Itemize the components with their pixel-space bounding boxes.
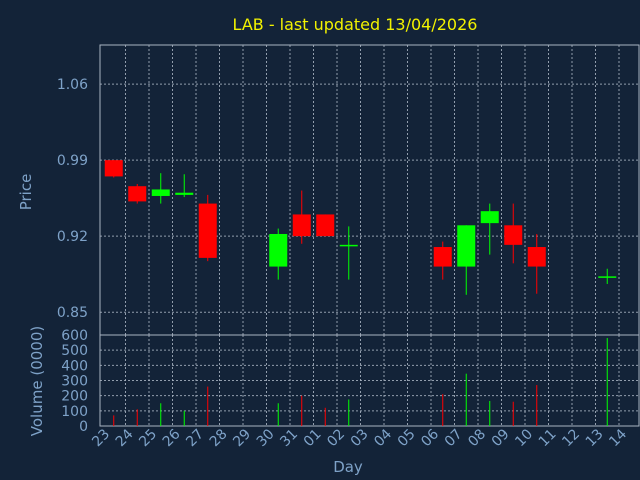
volume-tick-label: 100 [61, 404, 88, 420]
day-tick-label: 12 [559, 426, 583, 450]
candle-25 [151, 173, 170, 204]
day-tick-label: 27 [183, 426, 207, 450]
candle-body [339, 244, 358, 247]
candle-02 [339, 226, 358, 280]
candle-30 [269, 228, 288, 280]
price-axis-title: Price [17, 174, 35, 211]
candle-27 [198, 194, 217, 262]
candle-06 [433, 241, 452, 280]
volume-axis-title: Volume (0000) [28, 326, 46, 436]
candle-body [128, 186, 147, 202]
volume-tick-label: 300 [61, 374, 88, 390]
candle-01 [316, 214, 335, 237]
day-tick-label: 31 [277, 426, 301, 450]
day-tick-label: 01 [301, 426, 325, 450]
day-tick-label: 25 [136, 426, 160, 450]
price-tick-label: 0.99 [57, 153, 88, 169]
day-tick-label: 09 [489, 426, 513, 450]
volume-tick-label: 400 [61, 358, 88, 374]
candle-body [504, 225, 523, 245]
candle-24 [128, 184, 147, 204]
day-tick-label: 23 [89, 426, 113, 450]
day-tick-label: 11 [536, 426, 560, 450]
day-tick-label: 06 [418, 426, 442, 450]
candle-body [457, 225, 476, 267]
day-tick-label: 02 [324, 426, 348, 450]
price-panel: 1.06 0.99 0.92 0.85 [57, 44, 640, 336]
candle-13 [598, 268, 617, 284]
candle-26 [175, 174, 194, 198]
day-tick-label: 13 [583, 426, 607, 450]
candle-07 [457, 225, 476, 295]
volume-tick-label: 600 [61, 328, 88, 344]
day-tick-label: 26 [160, 426, 184, 450]
day-tick-label: 30 [254, 426, 278, 450]
chart-title: LAB - last updated 13/04/2026 [233, 15, 478, 34]
x-axis: 23 24 25 26 27 28 29 30 31 01 02 03 04 05 06 07 08 09 10 11… [89, 426, 630, 450]
day-tick-label: 05 [395, 426, 419, 450]
day-tick-label: 07 [442, 426, 466, 450]
day-tick-label: 29 [230, 426, 254, 450]
day-tick-label: 08 [465, 426, 489, 450]
candle-23 [104, 160, 123, 178]
volume-frame [99, 334, 640, 427]
price-frame [99, 44, 640, 336]
day-tick-label: 03 [348, 426, 372, 450]
price-tick-label: 0.92 [57, 229, 88, 245]
candle-body [269, 233, 288, 267]
candle-body [151, 189, 170, 196]
candle-body [433, 247, 452, 267]
candle-10 [527, 233, 546, 294]
candle-body [198, 203, 217, 258]
candle-body [104, 160, 123, 177]
candle-31 [292, 190, 311, 244]
volume-tick-label: 0 [79, 419, 88, 435]
volume-tick-label: 200 [61, 389, 88, 405]
price-tick-label: 0.85 [57, 305, 88, 321]
candle-body [480, 211, 499, 224]
candle-body [175, 192, 194, 195]
candle-body [292, 214, 311, 237]
day-tick-label: 24 [113, 426, 137, 450]
candle-08 [480, 203, 499, 255]
day-tick-label: 10 [512, 426, 536, 450]
candle-body [316, 214, 335, 237]
day-axis-title: Day [333, 458, 363, 476]
candle-body [527, 247, 546, 267]
candle-body [598, 276, 617, 278]
day-tick-label: 14 [606, 426, 630, 450]
day-tick-label: 28 [207, 426, 231, 450]
price-tick-label: 1.06 [57, 77, 88, 93]
volume-tick-label: 500 [61, 343, 88, 359]
day-tick-label: 04 [371, 426, 395, 450]
candle-09 [504, 203, 523, 264]
